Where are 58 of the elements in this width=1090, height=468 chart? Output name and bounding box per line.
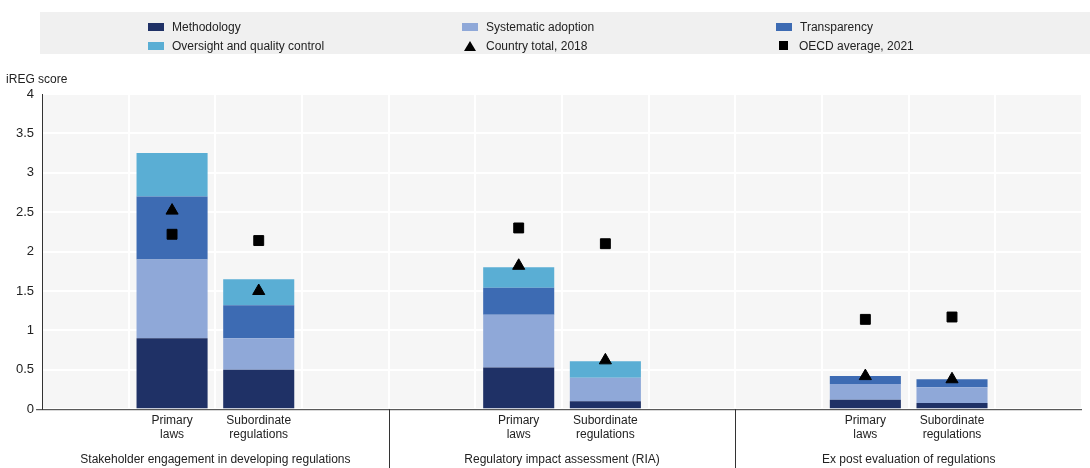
bar — [569, 377, 641, 402]
bar — [483, 267, 555, 288]
point — [945, 371, 959, 384]
y-tick-label: 1.5 — [15, 282, 35, 298]
bar — [829, 376, 901, 384]
bar — [916, 402, 988, 409]
point — [598, 352, 612, 365]
bar — [223, 279, 295, 306]
legend-label: Methodology — [172, 19, 241, 34]
bar — [223, 305, 295, 339]
bar — [223, 338, 295, 370]
x-tick-label: Primary laws — [844, 412, 887, 442]
y-tick-label: 3 — [26, 164, 35, 180]
point — [165, 203, 179, 215]
y-tick-label: 1 — [26, 321, 35, 337]
point — [166, 228, 178, 240]
bar — [483, 314, 555, 368]
point — [599, 238, 611, 250]
point — [946, 311, 958, 323]
point — [252, 283, 266, 295]
bar — [136, 259, 208, 339]
bar — [136, 153, 208, 197]
point — [858, 368, 872, 381]
bar — [829, 399, 901, 409]
bar — [136, 196, 208, 260]
y-tick-label: 4 — [26, 85, 35, 101]
bar — [916, 379, 988, 388]
y-tick-label: 2 — [26, 243, 35, 259]
x-tick-label: Subordinate regulations — [919, 412, 985, 442]
bar — [136, 338, 208, 409]
legend-label: Transparency — [800, 19, 873, 34]
x-tick-label: Subordinate regulations — [573, 412, 639, 442]
point — [512, 258, 526, 270]
bar — [569, 401, 641, 409]
text: Regulatory impact assessment (RIA) — [464, 452, 660, 467]
text: Stakeholder engagement in developing regulations — [80, 452, 351, 467]
point — [513, 222, 525, 234]
point — [859, 313, 871, 325]
text: Ex post evaluation of regulations — [821, 452, 996, 467]
bar — [829, 383, 901, 400]
bar — [569, 361, 641, 378]
bar — [483, 367, 555, 409]
y-tick-label: 0 — [26, 400, 35, 416]
point — [253, 235, 265, 247]
x-tick-label: Primary laws — [151, 412, 193, 442]
bar — [223, 369, 295, 409]
y-tick-label: 3.5 — [15, 124, 35, 140]
legend-label: Systematic adoption — [486, 19, 595, 34]
legend-label: Oversight and quality control — [172, 38, 325, 53]
y-axis-title: iREG score — [6, 72, 68, 87]
bar — [916, 387, 988, 403]
x-tick-label: Primary laws — [498, 412, 540, 442]
y-tick-label: 2.5 — [15, 203, 35, 219]
bar — [483, 287, 555, 315]
y-tick-label: 0.5 — [15, 361, 35, 377]
x-tick-label: Subordinate regulations — [226, 412, 292, 442]
legend-label: Country total, 2018 — [486, 38, 588, 53]
legend-label: OECD average, 2021 — [799, 38, 914, 53]
